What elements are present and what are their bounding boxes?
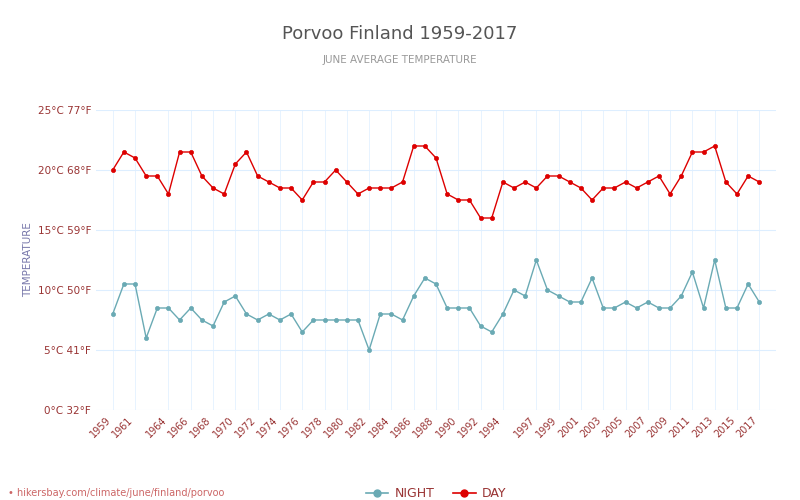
- NIGHT: [454, 305, 463, 311]
- NIGHT: [208, 323, 218, 329]
- Y-axis label: TEMPERATURE: TEMPERATURE: [23, 222, 34, 298]
- NIGHT: [531, 257, 541, 263]
- NIGHT: [130, 281, 140, 287]
- NIGHT: [175, 317, 185, 323]
- DAY: [275, 185, 285, 191]
- NIGHT: [754, 299, 764, 305]
- DAY: [754, 179, 764, 185]
- DAY: [108, 167, 118, 173]
- DAY: [208, 185, 218, 191]
- Line: NIGHT: NIGHT: [110, 258, 762, 352]
- DAY: [175, 149, 185, 155]
- NIGHT: [364, 347, 374, 353]
- DAY: [476, 215, 486, 221]
- Text: Porvoo Finland 1959-2017: Porvoo Finland 1959-2017: [282, 25, 518, 43]
- Text: JUNE AVERAGE TEMPERATURE: JUNE AVERAGE TEMPERATURE: [322, 55, 478, 65]
- Legend: NIGHT, DAY: NIGHT, DAY: [361, 482, 511, 500]
- NIGHT: [108, 311, 118, 317]
- NIGHT: [598, 305, 608, 311]
- DAY: [130, 155, 140, 161]
- Line: DAY: DAY: [110, 144, 762, 220]
- NIGHT: [275, 317, 285, 323]
- DAY: [598, 185, 608, 191]
- DAY: [409, 143, 418, 149]
- DAY: [454, 197, 463, 203]
- Text: • hikersbay.com/climate/june/finland/porvoo: • hikersbay.com/climate/june/finland/por…: [8, 488, 224, 498]
